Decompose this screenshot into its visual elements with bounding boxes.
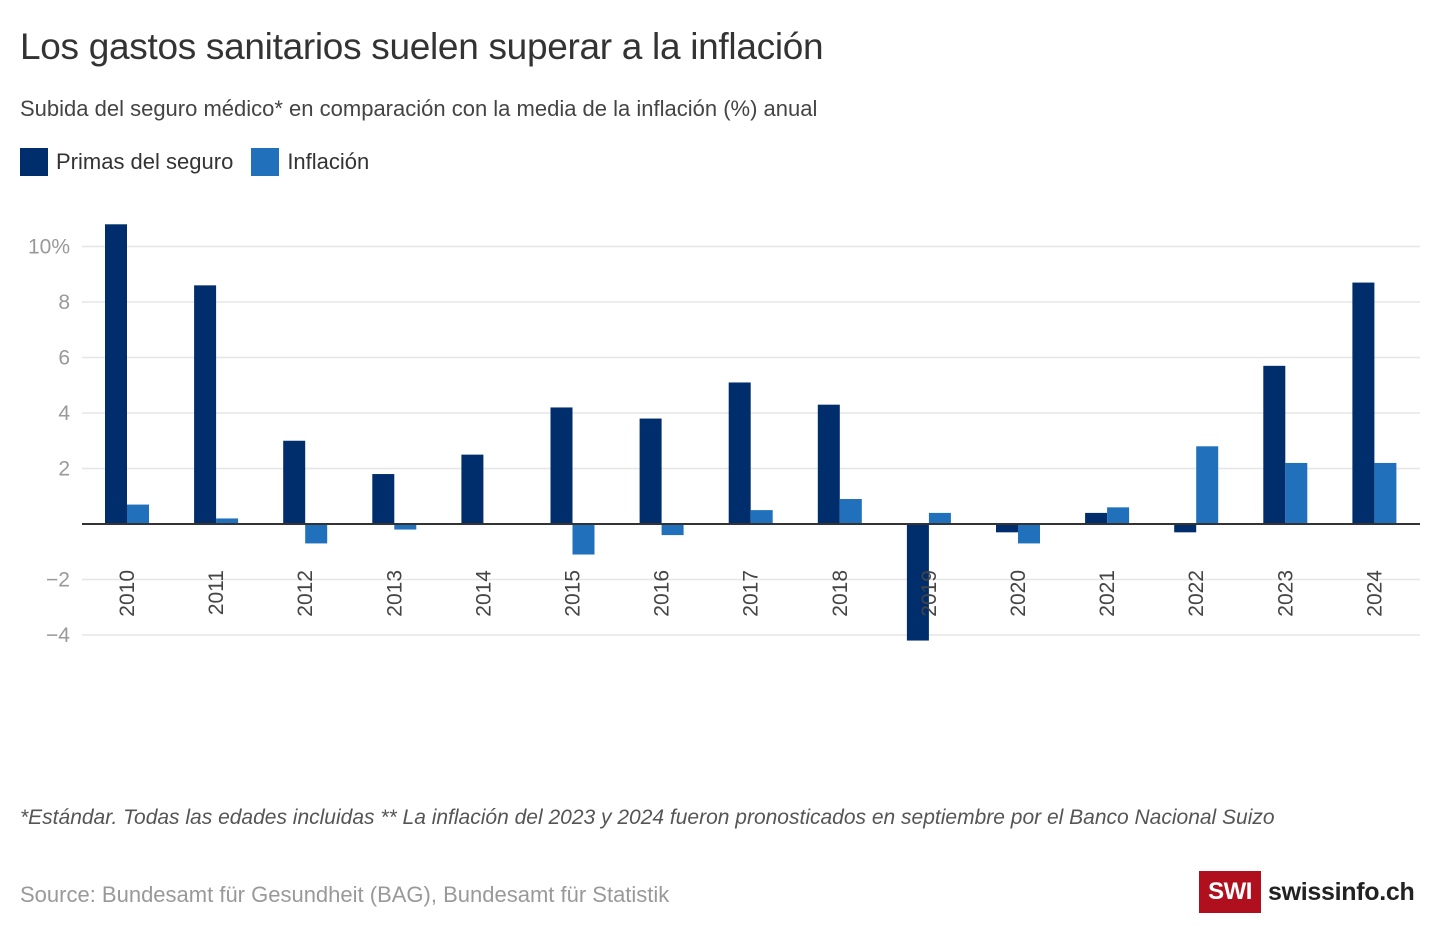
chart-title: Los gastos sanitarios suelen superar a l… — [20, 26, 824, 67]
swi-logo-box: SWI — [1199, 871, 1261, 913]
legend-item-premiums: Primas del seguro — [20, 148, 233, 176]
y-tick-label: 4 — [58, 402, 70, 425]
bar-premiums — [1263, 365, 1286, 524]
bar-premiums — [105, 224, 127, 525]
bar-inflation — [1018, 524, 1040, 544]
y-tick-label: −4 — [46, 624, 70, 647]
x-tick-label: 2011 — [205, 570, 228, 615]
bar-premiums — [194, 285, 217, 524]
bar-premiums — [1085, 512, 1108, 524]
x-tick-label: 2010 — [116, 570, 139, 617]
bar-inflation — [1285, 462, 1308, 524]
legend: Primas del seguro Inflación — [20, 148, 387, 176]
bar-inflation — [305, 524, 328, 544]
x-tick-label: 2021 — [1096, 570, 1119, 617]
bar-premiums — [996, 524, 1018, 533]
y-axis-ticks: −4 −2 2 4 6 8 10% — [28, 236, 70, 648]
bar-premiums — [817, 404, 840, 524]
bar-inflation — [839, 499, 862, 524]
x-tick-label: 2019 — [918, 570, 941, 617]
y-tick-label: 8 — [58, 291, 70, 314]
y-tick-label: 2 — [58, 458, 70, 481]
bar-inflation — [1107, 507, 1130, 524]
bar-inflation — [928, 512, 951, 524]
legend-label-premiums: Primas del seguro — [56, 149, 234, 174]
bar-premiums — [1352, 282, 1375, 524]
footnote: *Estándar. Todas las edades incluidas **… — [20, 806, 1275, 829]
bar-premiums — [906, 524, 929, 641]
x-tick-label: 2014 — [472, 570, 495, 617]
y-tick-label: −2 — [46, 569, 70, 592]
legend-item-inflation: Inflación — [251, 148, 369, 176]
legend-label-inflation: Inflación — [287, 149, 370, 174]
x-tick-label: 2015 — [562, 570, 585, 617]
x-tick-label: 2018 — [829, 570, 852, 617]
bar-premiums — [372, 474, 395, 524]
bar-premiums — [550, 407, 573, 524]
x-tick-label: 2016 — [651, 570, 674, 617]
legend-swatch-premiums — [20, 148, 48, 176]
bar-inflation — [1196, 446, 1219, 524]
bar-inflation — [394, 524, 417, 530]
bar-inflation — [572, 524, 595, 555]
x-tick-label: 2013 — [383, 570, 406, 617]
x-tick-label: 2024 — [1363, 570, 1386, 617]
x-tick-label: 2020 — [1007, 570, 1030, 617]
chart-subtitle: Subida del seguro médico* en comparación… — [20, 96, 818, 121]
x-axis-labels: 2010 2011 2012 2013 2014 2015 2016 2017 2018 2019… — [116, 570, 1386, 617]
x-tick-label: 2023 — [1274, 570, 1297, 617]
x-tick-label: 2017 — [740, 570, 763, 617]
x-tick-label: 2022 — [1185, 570, 1208, 617]
legend-swatch-inflation — [251, 148, 280, 176]
bar-premiums — [1174, 524, 1197, 533]
swissinfo-logo-text: swissinfo.ch — [1268, 877, 1415, 906]
swissinfo-logo[interactable]: SWI swissinfo.ch — [1199, 871, 1415, 913]
bar-inflation — [750, 510, 773, 524]
y-tick-label: 6 — [58, 347, 70, 370]
bar-inflation — [661, 524, 684, 536]
source-note: Source: Bundesamt für Gesundheit (BAG), … — [20, 882, 670, 907]
bar-premiums — [728, 382, 751, 524]
x-tick-label: 2012 — [294, 570, 317, 617]
bar-inflation — [127, 504, 149, 524]
bar-premiums — [283, 440, 306, 524]
bars — [105, 224, 1397, 641]
bar-inflation — [1374, 462, 1397, 524]
bar-chart: −4 −2 2 4 6 8 10% 2010 2011 2012 2013 2014 2015 2016… — [28, 224, 1420, 648]
bar-premiums — [461, 454, 484, 524]
y-tick-label: 10% — [28, 236, 70, 259]
bar-inflation — [216, 518, 239, 524]
bar-premiums — [639, 418, 662, 524]
